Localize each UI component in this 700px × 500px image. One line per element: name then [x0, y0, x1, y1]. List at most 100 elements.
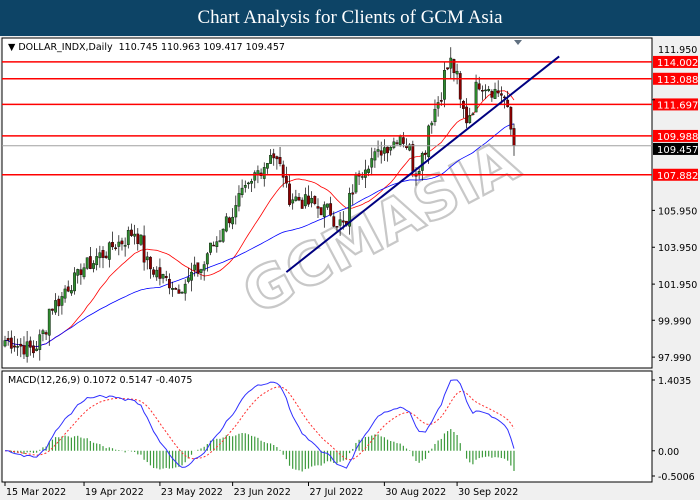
candle-body — [288, 183, 291, 205]
candle-body — [51, 308, 54, 311]
candle-body — [398, 136, 402, 146]
date-tick-label: 30 Aug 2022 — [385, 487, 446, 498]
candle-body — [436, 102, 440, 109]
candle-body — [313, 196, 317, 204]
macd-signal-line — [4, 386, 515, 461]
candle-body — [164, 275, 168, 278]
candle-body — [130, 229, 133, 236]
candle-body — [310, 197, 314, 204]
candle-body — [218, 240, 222, 242]
candle-body — [28, 340, 32, 348]
candle-body — [158, 267, 162, 279]
candle-body — [509, 107, 513, 130]
high-value: 110.963 — [160, 42, 201, 53]
candle-body — [240, 187, 244, 195]
candle-body — [430, 122, 434, 126]
candle-body — [228, 217, 231, 224]
candle-body — [512, 128, 516, 146]
candle-body — [474, 81, 478, 113]
candle-body — [183, 283, 187, 294]
candle-body — [424, 152, 427, 155]
candle-body — [506, 99, 510, 108]
price-tick-label: 111.950 — [658, 45, 697, 56]
candle-body — [38, 334, 42, 350]
level-label-bg — [653, 72, 698, 85]
candle-body — [73, 272, 76, 292]
candle-body — [266, 163, 269, 169]
candle-body — [417, 171, 421, 174]
candle-body — [332, 216, 336, 227]
candle-body — [490, 91, 494, 98]
candle-body — [360, 176, 364, 178]
candle-body — [458, 73, 462, 100]
candle-body — [79, 269, 83, 275]
candle-body — [120, 240, 124, 245]
candle-body — [57, 298, 61, 307]
histogram-value: -0.4075 — [155, 375, 193, 386]
candle-body — [98, 252, 102, 259]
candle-body — [3, 340, 7, 347]
candle-body — [177, 289, 181, 294]
candle-body — [66, 286, 70, 292]
candle-body — [496, 90, 500, 94]
candle-body — [471, 113, 475, 116]
candle-body — [452, 59, 456, 74]
candle-body — [367, 168, 370, 173]
candle-body — [224, 216, 228, 232]
date-tick-label: 19 Apr 2022 — [85, 487, 144, 498]
candle-body — [338, 219, 342, 226]
macd-histogram — [7, 429, 515, 472]
candle-body — [465, 106, 468, 124]
candle-body — [190, 271, 193, 281]
candle-body — [455, 70, 459, 75]
candle-body — [19, 343, 23, 347]
candle-body — [16, 346, 20, 348]
candle-body — [231, 216, 235, 225]
candle-body — [284, 176, 288, 184]
candle-body — [395, 142, 399, 144]
candle-body — [247, 182, 250, 185]
candle-body — [262, 167, 266, 179]
candle-body — [104, 255, 108, 259]
macd-line — [4, 379, 515, 469]
candle-body — [180, 291, 184, 294]
level-label-bg — [653, 129, 698, 142]
macd-value: 0.1072 — [83, 375, 117, 386]
macd-label: MACD(12,26,9) — [8, 375, 81, 386]
candle-body — [196, 262, 200, 274]
candle-body — [95, 256, 99, 266]
candle-body — [392, 141, 396, 148]
candle-body — [326, 203, 329, 208]
symbol-info: ▼ DOLLAR_INDX,Daily 110.745 110.963 109.… — [8, 42, 285, 53]
candle-body — [250, 181, 253, 184]
macd-info: MACD(12,26,9) 0.1072 0.5147 -0.4075 — [8, 375, 192, 386]
candle-body — [205, 253, 209, 265]
collapse-triangle-icon[interactable]: ▼ — [8, 42, 16, 53]
candle-body — [35, 348, 39, 351]
candle-body — [401, 137, 405, 144]
level-label-bg — [653, 98, 698, 111]
candle-body — [335, 226, 339, 228]
candle-body — [167, 278, 171, 289]
candle-body — [202, 264, 206, 271]
candle-body — [420, 152, 424, 171]
candle-body — [408, 144, 412, 151]
price-tick-label: 97.990 — [658, 353, 691, 364]
candle-body — [468, 115, 472, 123]
candle-body — [329, 203, 333, 216]
candle-body — [269, 154, 272, 164]
level-label: 113.088 — [657, 75, 698, 86]
price-series — [3, 47, 516, 363]
candle-body — [25, 341, 29, 357]
candle-body — [161, 274, 165, 279]
candle-body — [319, 207, 323, 216]
candle-body — [13, 345, 16, 348]
candle-body — [126, 230, 130, 245]
candle-body — [76, 269, 80, 276]
moving-average-slow — [4, 123, 515, 348]
page-title: Chart Analysis for Clients of GCM Asia — [0, 0, 700, 36]
candle-body — [92, 263, 95, 269]
candle-body — [307, 195, 310, 205]
candle-body — [281, 164, 285, 178]
